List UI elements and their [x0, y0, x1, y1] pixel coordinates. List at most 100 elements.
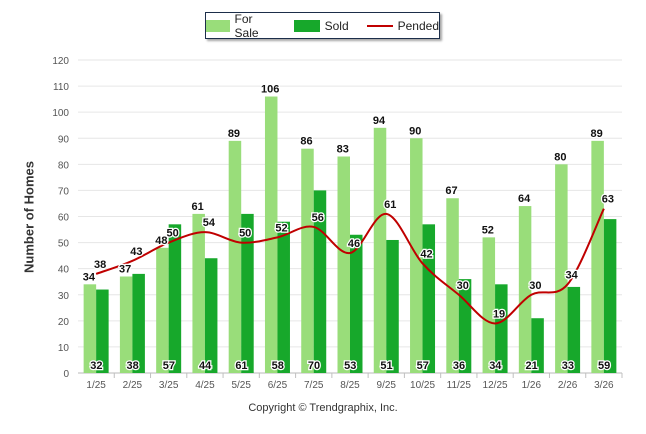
- copyright-text: Copyright © Trendgraphix, Inc.: [248, 402, 398, 414]
- sold-data-label: 59: [598, 360, 610, 372]
- bar-for-sale: [555, 164, 568, 373]
- x-tick-label: 4/25: [195, 380, 215, 391]
- for-sale-data-label: 83: [337, 144, 349, 156]
- y-tick-label: 40: [58, 265, 70, 276]
- sold-data-label: 57: [417, 360, 429, 372]
- legend-label-pended: Pended: [397, 18, 439, 33]
- for-sale-data-label: 89: [590, 128, 602, 140]
- x-tick-label: 5/25: [231, 380, 251, 391]
- y-tick-label: 50: [58, 239, 70, 250]
- for-sale-data-label: 61: [192, 201, 204, 213]
- bar-for-sale: [518, 206, 532, 373]
- sold-data-label: 32: [90, 360, 102, 372]
- sold-data-label: 70: [308, 360, 320, 372]
- pended-data-label: 56: [312, 212, 324, 224]
- bar-sold: [458, 279, 472, 373]
- bar-for-sale: [156, 247, 169, 373]
- pended-data-label: 30: [529, 280, 541, 292]
- sold-data-label: 53: [344, 360, 356, 372]
- x-tick-label: 12/25: [483, 380, 508, 391]
- bar-for-sale: [192, 213, 205, 373]
- x-tick-label: 1/25: [86, 380, 106, 391]
- y-tick-label: 80: [58, 160, 70, 171]
- sold-swatch-icon: [293, 19, 320, 32]
- bar-sold: [350, 234, 363, 373]
- sold-data-label: 57: [163, 360, 175, 372]
- legend-item-sold[interactable]: Sold: [293, 19, 349, 33]
- bar-sold: [386, 239, 399, 373]
- x-tick-label: 6/25: [268, 380, 288, 391]
- x-tick-label: 3/26: [594, 380, 614, 391]
- x-tick-label: 2/25: [123, 380, 143, 391]
- bar-sold: [603, 219, 617, 373]
- bar-sold: [277, 221, 290, 373]
- sold-data-label: 61: [235, 360, 247, 372]
- y-tick-label: 30: [58, 291, 70, 302]
- pended-data-label: 19: [493, 308, 505, 320]
- y-tick-label: 110: [53, 82, 69, 93]
- pended-data-label: 50: [167, 228, 179, 240]
- bar-sold: [96, 289, 109, 373]
- pended-line-icon: [366, 24, 393, 27]
- bar-for-sale: [446, 198, 459, 373]
- bar-for-sale: [301, 148, 314, 373]
- x-tick-label: 9/25: [377, 380, 397, 391]
- y-tick-label: 60: [58, 213, 70, 224]
- pended-data-label: 54: [203, 217, 216, 229]
- pended-data-label: 34: [565, 269, 578, 281]
- bar-sold: [168, 224, 182, 373]
- y-tick-label: 120: [52, 56, 69, 67]
- bar-for-sale: [228, 140, 242, 373]
- y-tick-label: 90: [58, 134, 70, 145]
- bar-for-sale: [482, 237, 496, 373]
- sold-data-label: 33: [562, 360, 574, 372]
- pended-data-label: 52: [275, 222, 287, 234]
- pended-data-label: 42: [420, 248, 432, 260]
- for-sale-data-label: 34: [83, 271, 96, 283]
- x-tick-label: 7/25: [304, 380, 324, 391]
- bar-for-sale: [337, 156, 350, 373]
- sold-data-label: 21: [525, 360, 537, 372]
- bar-for-sale: [264, 96, 278, 374]
- for-sale-data-label: 37: [119, 263, 131, 275]
- y-tick-label: 10: [58, 343, 70, 354]
- sold-data-label: 34: [489, 360, 502, 372]
- bar-sold: [567, 286, 581, 373]
- y-tick-label: 20: [58, 317, 70, 328]
- pended-data-label: 61: [384, 199, 396, 211]
- bar-sold: [204, 258, 218, 373]
- bar-for-sale: [119, 276, 133, 373]
- for-sale-data-label: 48: [155, 235, 167, 247]
- pended-data-label: 46: [348, 238, 360, 250]
- sold-data-label: 38: [127, 360, 139, 372]
- for-sale-data-label: 86: [300, 136, 312, 148]
- for-sale-data-label: 94: [373, 115, 386, 127]
- for-sale-data-label: 67: [445, 185, 457, 197]
- x-tick-label: 10/25: [410, 380, 435, 391]
- bar-sold: [422, 224, 436, 373]
- sold-data-label: 44: [199, 360, 212, 372]
- chart-legend: For Sale Sold Pended: [205, 12, 440, 40]
- for-sale-data-label: 89: [228, 128, 240, 140]
- for-sale-data-label: 52: [482, 224, 494, 236]
- for-sale-data-label: 106: [261, 84, 279, 96]
- for-sale-data-label: 64: [518, 193, 531, 205]
- y-tick-label: 70: [58, 186, 70, 197]
- for-sale-swatch-icon: [206, 19, 230, 32]
- y-tick-label: 0: [63, 369, 69, 380]
- bar-for-sale: [373, 127, 387, 373]
- for-sale-data-label: 80: [554, 151, 566, 163]
- bar-sold: [241, 213, 254, 373]
- pended-data-label: 38: [94, 259, 106, 271]
- x-tick-label: 1/26: [522, 380, 542, 391]
- legend-item-pended[interactable]: Pended: [366, 18, 439, 33]
- y-tick-label: 100: [52, 108, 69, 119]
- pended-line: [95, 208, 605, 325]
- pended-data-label: 50: [239, 228, 251, 240]
- legend-item-for-sale[interactable]: For Sale: [206, 12, 276, 40]
- bar-sold: [132, 273, 145, 373]
- bar-for-sale: [83, 284, 97, 373]
- bar-sold: [495, 284, 508, 373]
- x-tick-label: 2/26: [558, 380, 578, 391]
